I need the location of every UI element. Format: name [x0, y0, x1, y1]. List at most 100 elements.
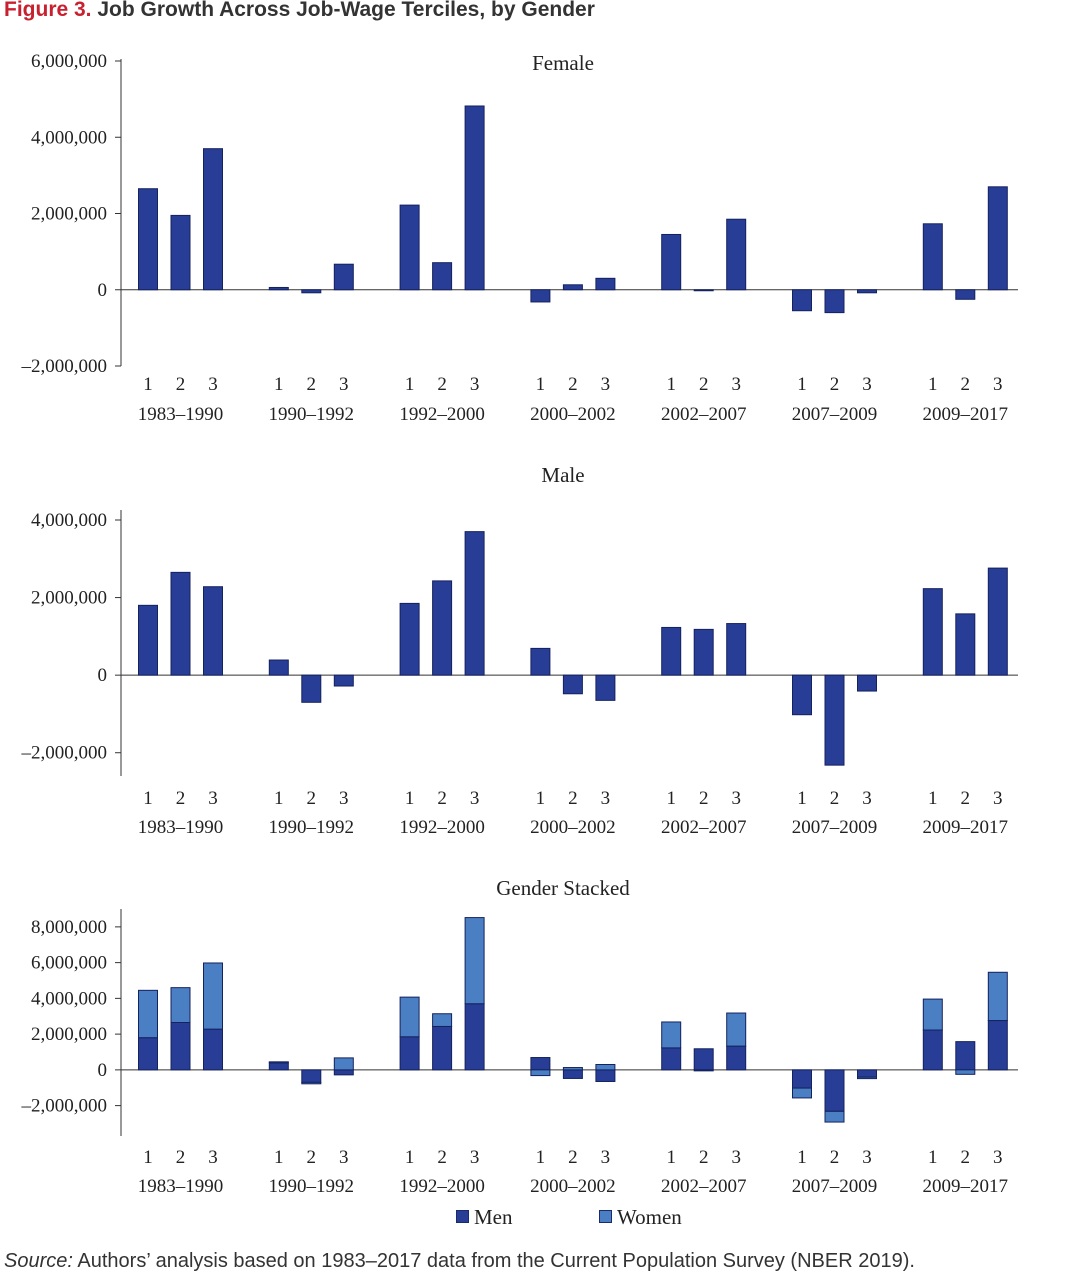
x-tick-label: 1 — [536, 374, 546, 395]
panel-title: Male — [541, 463, 584, 487]
x-tick-label: 1 — [143, 1147, 153, 1168]
bar-women-1983–1990-tercile-1 — [138, 989, 158, 1039]
bar-women-2000–2002-tercile-1 — [530, 1069, 551, 1077]
period-label: 1992–2000 — [399, 404, 485, 425]
bar-men-2000–2002-tercile-3 — [595, 1069, 616, 1082]
x-tick-label: 2 — [307, 1147, 317, 1168]
bar-men-2007–2009-tercile-2 — [824, 1069, 845, 1112]
y-tick-label: 0 — [98, 665, 108, 686]
period-label: 1983–1990 — [138, 404, 224, 425]
period-label: 2002–2007 — [661, 1176, 747, 1197]
y-tick-label: –2,000,000 — [21, 1096, 108, 1117]
period-label: 1990–1992 — [269, 817, 355, 838]
source-label: Source: — [4, 1250, 73, 1272]
bar-men-1990–1992-tercile-1 — [268, 659, 289, 676]
bar-men-2009–2017-tercile-1 — [922, 588, 943, 676]
x-tick-label: 1 — [405, 1147, 415, 1168]
period-label: 2002–2007 — [661, 817, 747, 838]
period-label: 2007–2009 — [792, 817, 878, 838]
y-tick-label: 4,000,000 — [31, 510, 107, 531]
bar-men-1990–1992-tercile-2 — [301, 674, 322, 703]
bar-men-1990–1992-tercile-3 — [333, 674, 354, 687]
bar-women-1992–2000-tercile-3 — [464, 917, 485, 1005]
period-label: 2009–2017 — [923, 817, 1009, 838]
bar-women-1992–2000-tercile-3 — [464, 105, 485, 291]
period-label: 1990–1992 — [269, 1176, 355, 1197]
bar-men-2009–2017-tercile-3 — [987, 567, 1008, 676]
period-label: 2000–2002 — [530, 817, 616, 838]
bar-women-1983–1990-tercile-3 — [203, 148, 223, 291]
y-tick-label: 0 — [98, 280, 108, 301]
source-note: Source: Authors’ analysis based on 1983–… — [4, 1250, 1082, 1273]
bar-men-1983–1990-tercile-1 — [138, 604, 158, 676]
x-tick-label: 1 — [797, 788, 807, 809]
chart-panel-2: Gender Stacked –2,000,000 0 2,000,000 4,000,… — [21, 876, 1018, 1197]
bar-women-2000–2002-tercile-2 — [562, 1067, 583, 1071]
x-tick-label: 3 — [601, 1147, 611, 1168]
period-label: 2002–2007 — [661, 404, 747, 425]
bar-women-2009–2017-tercile-3 — [987, 971, 1008, 1022]
x-tick-label: 1 — [405, 374, 415, 395]
x-tick-label: 2 — [699, 1147, 709, 1168]
x-tick-label: 2 — [830, 1147, 840, 1168]
bar-men-2007–2009-tercile-3 — [857, 674, 877, 692]
x-tick-label: 3 — [993, 1147, 1003, 1168]
bar-men-2002–2007-tercile-2 — [693, 1048, 714, 1071]
bar-women-2009–2017-tercile-1 — [922, 998, 943, 1031]
x-tick-label: 2 — [568, 374, 578, 395]
y-tick-label: 8,000,000 — [31, 917, 107, 938]
bar-women-1983–1990-tercile-2 — [170, 987, 191, 1024]
bar-women-1990–1992-tercile-2 — [301, 1081, 322, 1085]
figure-title-text: Job Growth Across Job-Wage Terciles, by … — [97, 0, 595, 21]
bar-men-2002–2007-tercile-1 — [661, 626, 682, 676]
bar-men-2007–2009-tercile-2 — [824, 674, 845, 766]
bar-women-2009–2017-tercile-2 — [955, 1069, 976, 1075]
x-tick-label: 2 — [961, 1147, 971, 1168]
x-tick-label: 1 — [666, 788, 676, 809]
x-tick-label: 1 — [928, 374, 938, 395]
y-tick-label: 2,000,000 — [31, 1024, 107, 1045]
panel-title: Gender Stacked — [496, 876, 630, 900]
y-tick-label: 2,000,000 — [31, 588, 107, 609]
x-tick-label: 1 — [143, 374, 153, 395]
bar-men-2002–2007-tercile-3 — [726, 1045, 747, 1071]
x-tick-label: 3 — [470, 788, 480, 809]
bar-men-2002–2007-tercile-2 — [693, 628, 714, 676]
y-tick-label: 2,000,000 — [31, 204, 107, 225]
bar-men-1983–1990-tercile-2 — [170, 571, 191, 676]
bar-women-2002–2007-tercile-1 — [661, 233, 682, 291]
bar-women-1990–1992-tercile-1 — [268, 286, 289, 291]
bar-men-1992–2000-tercile-2 — [432, 1025, 453, 1071]
bar-men-2000–2002-tercile-2 — [562, 1069, 583, 1079]
x-tick-label: 1 — [405, 788, 415, 809]
bar-women-2000–2002-tercile-2 — [562, 284, 583, 291]
bar-women-2000–2002-tercile-3 — [595, 1064, 616, 1071]
bar-men-2007–2009-tercile-1 — [792, 1069, 812, 1089]
bar-men-1992–2000-tercile-3 — [464, 1003, 485, 1071]
period-label: 2009–2017 — [923, 404, 1009, 425]
x-tick-label: 3 — [601, 788, 611, 809]
x-tick-label: 2 — [699, 374, 709, 395]
x-tick-label: 2 — [176, 788, 186, 809]
figure-title: Figure 3. Job Growth Across Job-Wage Ter… — [4, 0, 595, 22]
legend-label-women: Women — [617, 1205, 682, 1229]
x-tick-label: 2 — [699, 788, 709, 809]
x-tick-label: 1 — [797, 1147, 807, 1168]
period-label: 1992–2000 — [399, 1176, 485, 1197]
bar-men-2002–2007-tercile-1 — [661, 1047, 682, 1071]
bar-women-2007–2009-tercile-2 — [824, 289, 845, 314]
x-tick-label: 3 — [862, 788, 872, 809]
period-label: 2007–2009 — [792, 404, 878, 425]
bar-women-2000–2002-tercile-1 — [530, 289, 551, 303]
bar-men-2002–2007-tercile-3 — [726, 623, 747, 676]
x-tick-label: 3 — [470, 1147, 480, 1168]
period-label: 1990–1992 — [269, 404, 355, 425]
x-tick-label: 3 — [862, 374, 872, 395]
legend-item-women: Women — [599, 1205, 682, 1230]
x-tick-label: 3 — [993, 374, 1003, 395]
bar-men-2000–2002-tercile-2 — [562, 674, 583, 695]
x-tick-label: 3 — [339, 788, 349, 809]
bar-men-2000–2002-tercile-1 — [530, 1057, 551, 1071]
bar-women-2000–2002-tercile-3 — [595, 277, 616, 291]
x-tick-label: 2 — [568, 1147, 578, 1168]
